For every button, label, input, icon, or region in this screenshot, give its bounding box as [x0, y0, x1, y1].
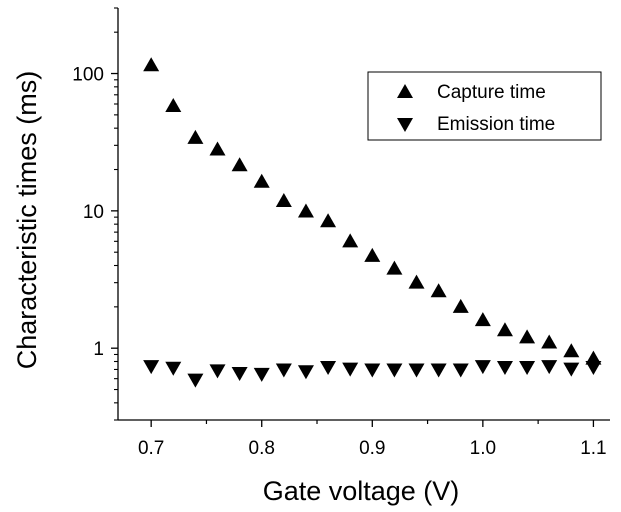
capture-time-point: [275, 192, 292, 207]
emission-time-point: [253, 367, 270, 382]
emission-time-point: [297, 365, 314, 380]
emission-time-point: [430, 363, 447, 378]
emission-time-point: [474, 360, 491, 375]
emission-time-point: [541, 360, 558, 375]
emission-time-point: [342, 362, 359, 377]
x-axis-label: Gate voltage (V): [263, 476, 460, 506]
emission-time-point: [496, 360, 513, 375]
capture-time-point: [187, 129, 204, 144]
y-tick-label: 100: [72, 65, 104, 86]
x-tick-label: 0.8: [249, 438, 275, 459]
emission-time-point: [408, 363, 425, 378]
capture-time-point: [342, 233, 359, 248]
capture-time-point: [231, 157, 248, 172]
emission-time-point: [320, 360, 337, 375]
capture-time-point: [452, 298, 469, 313]
x-tick-label: 1.0: [470, 438, 496, 459]
emission-time-point: [143, 360, 160, 375]
emission-time-point: [275, 363, 292, 378]
capture-time-point: [496, 322, 513, 337]
capture-time-point: [165, 98, 182, 113]
axis-ticks: [111, 7, 595, 427]
x-tick-label: 0.9: [359, 438, 385, 459]
capture-time-point: [209, 141, 226, 156]
legend: Capture time Emission time: [367, 71, 602, 141]
emission-time-point: [386, 363, 403, 378]
capture-time-point: [430, 283, 447, 298]
emission-time-point: [231, 366, 248, 381]
tick-labels: 0.7 0.8 0.9 1.0 1.1 1 10 100: [72, 65, 606, 459]
emission-time-point: [563, 362, 580, 377]
capture-time-point: [253, 173, 270, 188]
data-markers: [143, 57, 602, 388]
legend-marker-emission-time: [397, 118, 413, 132]
y-tick-label: 10: [83, 202, 104, 223]
capture-time-point: [474, 312, 491, 327]
emission-time-point: [364, 363, 381, 378]
capture-time-point: [563, 343, 580, 358]
capture-time-point: [519, 329, 536, 344]
capture-time-point: [364, 247, 381, 262]
legend-marker-capture-time: [397, 84, 413, 98]
legend-markers: [397, 84, 413, 132]
y-axis-label: Characteristic times (ms): [12, 71, 42, 370]
legend-label-emission-time: Emission time: [437, 114, 555, 135]
legend-label-capture-time: Capture time: [437, 82, 546, 103]
y-tick-label: 1: [93, 339, 104, 360]
emission-time-point: [452, 363, 469, 378]
capture-time-point: [143, 57, 160, 72]
emission-time-point: [187, 373, 204, 388]
capture-time-point: [408, 274, 425, 289]
capture-time-point: [320, 213, 337, 228]
x-tick-label: 1.1: [580, 438, 606, 459]
x-tick-label: 0.7: [138, 438, 164, 459]
plot-axes: [117, 8, 610, 421]
emission-time-point: [165, 361, 182, 376]
emission-time-point: [209, 364, 226, 379]
emission-time-point: [519, 360, 536, 375]
capture-time-point: [297, 203, 314, 218]
emission-time-point: [585, 360, 602, 375]
capture-time-point: [541, 334, 558, 349]
capture-time-point: [386, 260, 403, 275]
